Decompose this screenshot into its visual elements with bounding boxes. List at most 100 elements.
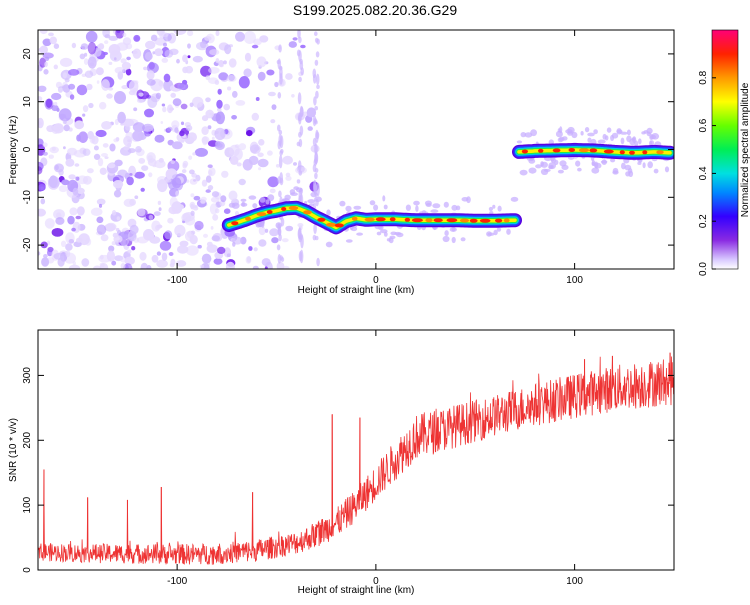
noise-blob	[187, 55, 191, 59]
noise-streak	[312, 163, 317, 173]
noise-blob	[43, 69, 49, 75]
signal-peak	[245, 216, 251, 221]
halo-blob	[628, 170, 634, 177]
halo-blob	[413, 200, 420, 206]
noise-blob	[204, 36, 212, 41]
snr-plot-area	[38, 352, 674, 565]
halo-blob	[594, 162, 602, 169]
noise-blob	[148, 214, 154, 220]
noise-blob	[47, 248, 53, 257]
noise-blob	[172, 98, 182, 106]
noise-blob	[157, 200, 162, 205]
noise-streak	[316, 84, 320, 89]
signal-peak	[459, 218, 470, 223]
noise-blob	[235, 100, 246, 106]
noise-blob	[200, 199, 206, 204]
y-tick-label: 0	[22, 567, 33, 573]
noise-blob	[159, 240, 172, 251]
halo-blob	[460, 237, 466, 242]
noise-blob	[146, 70, 155, 80]
halo-blob	[524, 132, 533, 138]
halo-blob	[516, 140, 523, 144]
noise-blob	[140, 262, 148, 269]
noise-blob	[248, 246, 253, 251]
noise-blob	[186, 218, 190, 222]
noise-blob	[180, 103, 188, 110]
noise-blob	[117, 111, 126, 124]
halo-blob	[310, 191, 318, 198]
noise-blob	[115, 137, 120, 142]
noise-blob	[209, 203, 218, 215]
halo-blob	[289, 189, 296, 195]
noise-blob	[108, 245, 115, 252]
noise-blob	[102, 30, 110, 38]
halo-blob	[369, 200, 376, 206]
halo-blob	[444, 230, 449, 237]
halo-blob	[591, 161, 595, 166]
noise-blob	[203, 233, 208, 238]
noise-blob	[41, 257, 50, 267]
noise-blob	[89, 134, 96, 144]
noise-streak	[315, 90, 319, 99]
noise-blob	[42, 142, 48, 148]
noise-blob	[140, 187, 145, 192]
noise-blob	[38, 166, 43, 175]
noise-blob	[44, 98, 54, 110]
noise-blob	[111, 260, 117, 266]
noise-blob	[170, 159, 176, 164]
noise-blob	[123, 135, 133, 147]
noise-blob	[255, 97, 260, 101]
noise-blob	[206, 241, 213, 247]
noise-blob	[238, 178, 246, 186]
noise-blob	[138, 92, 144, 97]
noise-blob	[88, 102, 94, 109]
noise-blob	[42, 151, 48, 156]
halo-blob	[488, 206, 493, 212]
noise-blob	[144, 52, 153, 61]
noise-blob	[182, 220, 186, 224]
noise-blob	[124, 256, 135, 265]
noise-blob	[205, 189, 211, 193]
noise-blob	[133, 237, 139, 243]
noise-blob	[68, 69, 80, 76]
halo-blob	[561, 164, 569, 170]
halo-blob	[550, 157, 556, 164]
noise-blob	[223, 103, 230, 111]
noise-blob	[154, 134, 165, 143]
noise-blob	[134, 36, 140, 42]
noise-streak	[300, 106, 304, 117]
noise-blob	[238, 76, 250, 89]
halo-blob	[577, 167, 582, 172]
noise-blob	[93, 265, 102, 269]
halo-blob	[548, 162, 556, 170]
noise-blob	[180, 121, 185, 126]
halo-blob	[353, 205, 362, 210]
halo-blob	[653, 168, 659, 174]
halo-blob	[382, 195, 386, 202]
noise-blob	[39, 45, 48, 55]
noise-blob	[46, 125, 55, 133]
halo-blob	[557, 169, 564, 174]
noise-blob	[42, 38, 52, 47]
noise-blob	[189, 178, 198, 185]
noise-streak	[299, 249, 304, 264]
halo-blob	[600, 160, 608, 164]
noise-blobs	[38, 30, 321, 269]
noise-blob	[220, 195, 227, 203]
noise-blob	[257, 158, 269, 168]
noise-blob	[158, 207, 162, 212]
halo-blob	[593, 129, 598, 135]
halo-blob	[496, 227, 502, 232]
noise-blob	[258, 167, 262, 171]
noise-blob	[109, 143, 116, 152]
noise-blob	[192, 96, 204, 108]
noise-blob	[93, 153, 101, 160]
noise-blob	[71, 227, 76, 232]
noise-blob	[82, 113, 86, 117]
noise-blob	[234, 144, 240, 149]
noise-blob	[98, 203, 103, 208]
noise-blob	[258, 139, 265, 146]
halo-blob	[325, 241, 333, 248]
noise-blob	[107, 163, 116, 169]
